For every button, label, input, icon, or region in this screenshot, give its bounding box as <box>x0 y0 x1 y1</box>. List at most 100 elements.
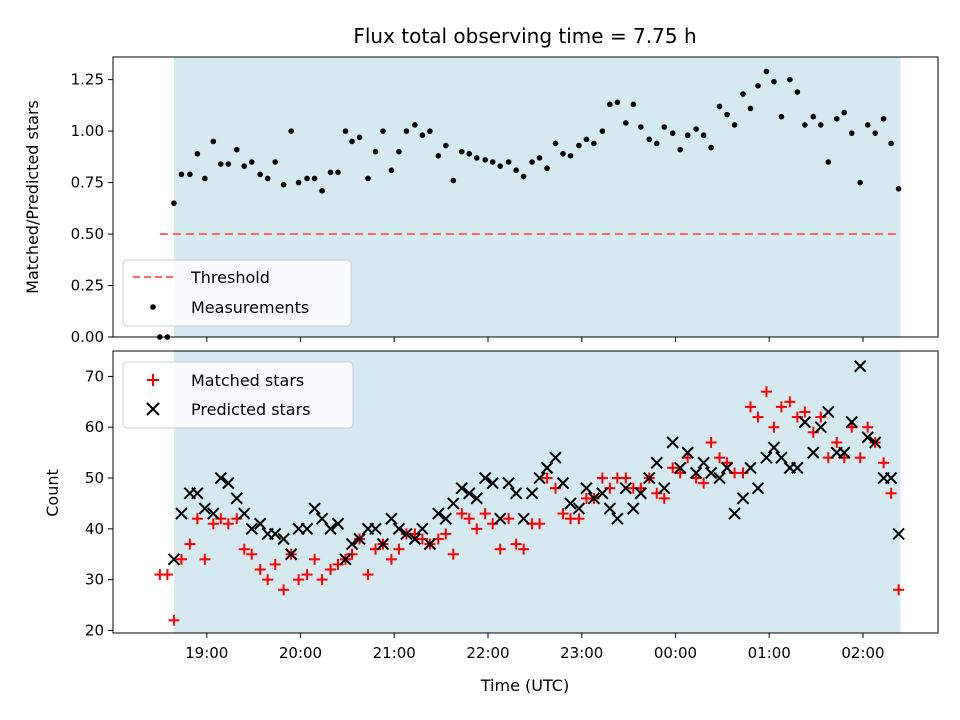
predicted-point <box>517 512 530 525</box>
measurement-point <box>218 161 224 167</box>
measurement-point <box>171 200 177 206</box>
matched-point <box>775 401 787 413</box>
measurement-point <box>225 161 232 167</box>
measurement-point <box>614 99 621 106</box>
predicted-point <box>345 537 359 551</box>
measurement-point <box>747 105 754 112</box>
measurement-point <box>202 175 208 182</box>
measurement-point <box>497 163 503 169</box>
matched-point <box>854 452 866 464</box>
measurement-point <box>210 138 217 145</box>
measurement-point <box>810 113 817 120</box>
measurement-point <box>520 173 527 180</box>
measurement-point <box>529 159 535 165</box>
measurement-point <box>599 128 606 134</box>
measurement-point <box>304 175 310 182</box>
bottom-x-ticks: 19:00 20:00 21:00 22:00 23:00 00:00 01:00 02:00 <box>185 633 885 662</box>
predicted-point <box>432 507 445 520</box>
measurement-point <box>327 169 334 176</box>
matched-point <box>199 553 211 565</box>
predicted-point <box>300 522 314 536</box>
measurement-point <box>708 144 714 151</box>
predicted-point <box>222 476 235 490</box>
predicted-point <box>744 461 757 475</box>
measurement-point <box>623 120 629 126</box>
predicted-point <box>439 512 453 525</box>
measurement-point <box>630 101 637 108</box>
predicted-point <box>253 517 267 530</box>
x-tick-label: 21:00 <box>373 644 416 662</box>
measurement-point <box>365 175 371 182</box>
measurement-point <box>513 167 519 174</box>
predicted-point <box>324 522 337 536</box>
measurement-point <box>872 130 878 136</box>
matched-point <box>658 492 670 504</box>
measurement-point <box>802 122 808 128</box>
bottom-y-axis-label: Count <box>43 469 62 517</box>
bottom-y-ticks: 20 30 40 50 60 70 <box>85 367 113 639</box>
measurement-point <box>372 148 379 155</box>
matched-point <box>293 574 305 586</box>
measurement-point <box>319 188 325 194</box>
top-y-tick-label: 0.25 <box>71 277 104 295</box>
measurement-point <box>880 115 887 122</box>
measurement-point <box>311 175 318 182</box>
predicted-point <box>751 481 765 495</box>
predicted-point <box>540 461 554 475</box>
matched-point <box>721 457 733 469</box>
predicted-point <box>486 476 499 490</box>
measurement-point <box>388 167 395 174</box>
predicted-point <box>728 507 741 520</box>
predicted-point <box>493 512 507 525</box>
matched-point <box>393 543 405 555</box>
predicted-point <box>167 553 181 566</box>
measurement-point <box>591 140 597 147</box>
top-y-tick-label: 1.25 <box>71 71 104 89</box>
measurement-point <box>607 101 613 108</box>
matched-point <box>745 401 756 413</box>
top-legend-box <box>122 259 352 327</box>
measurement-point <box>489 159 496 165</box>
legend-measurements-swatch <box>150 304 156 310</box>
measurement-point <box>349 138 355 145</box>
predicted-point <box>760 451 773 464</box>
measurement-point <box>187 171 193 178</box>
predicted-point <box>791 461 804 475</box>
matched-point <box>667 462 679 474</box>
measurement-point <box>194 150 201 157</box>
measurement-point <box>794 89 801 95</box>
predicted-point <box>470 492 483 505</box>
predicted-point <box>845 415 858 429</box>
measurement-point <box>755 83 761 89</box>
predicted-point <box>689 466 703 480</box>
x-tick-label: 23:00 <box>560 644 603 662</box>
matched-point <box>518 543 530 555</box>
predicted-point <box>175 507 188 520</box>
predicted-point <box>502 476 515 490</box>
measurement-point <box>771 78 777 85</box>
matched-point <box>440 528 452 540</box>
x-tick-label: 19:00 <box>185 644 228 662</box>
predicted-point <box>798 415 812 429</box>
x-tick-label: 02:00 <box>841 644 884 662</box>
bottom-y-tick-label: 40 <box>85 520 104 538</box>
measurement-point <box>841 109 848 116</box>
predicted-point <box>681 446 694 459</box>
predicted-point <box>455 481 468 495</box>
matched-point <box>541 472 553 484</box>
measurement-point <box>731 122 738 128</box>
measurement-point <box>443 142 449 149</box>
predicted-point <box>572 502 586 515</box>
bottom-y-tick-label: 70 <box>85 367 104 385</box>
bottom-marks <box>154 360 905 626</box>
measurement-point <box>505 159 512 165</box>
measurement-point <box>536 155 543 161</box>
predicted-point <box>587 492 601 505</box>
matched-point <box>222 518 234 530</box>
predicted-point <box>673 461 687 475</box>
matched-point <box>301 569 313 581</box>
x-tick-label: 22:00 <box>466 644 509 662</box>
predicted-point <box>423 537 437 551</box>
top-y-tick-label: 1.00 <box>71 122 104 140</box>
